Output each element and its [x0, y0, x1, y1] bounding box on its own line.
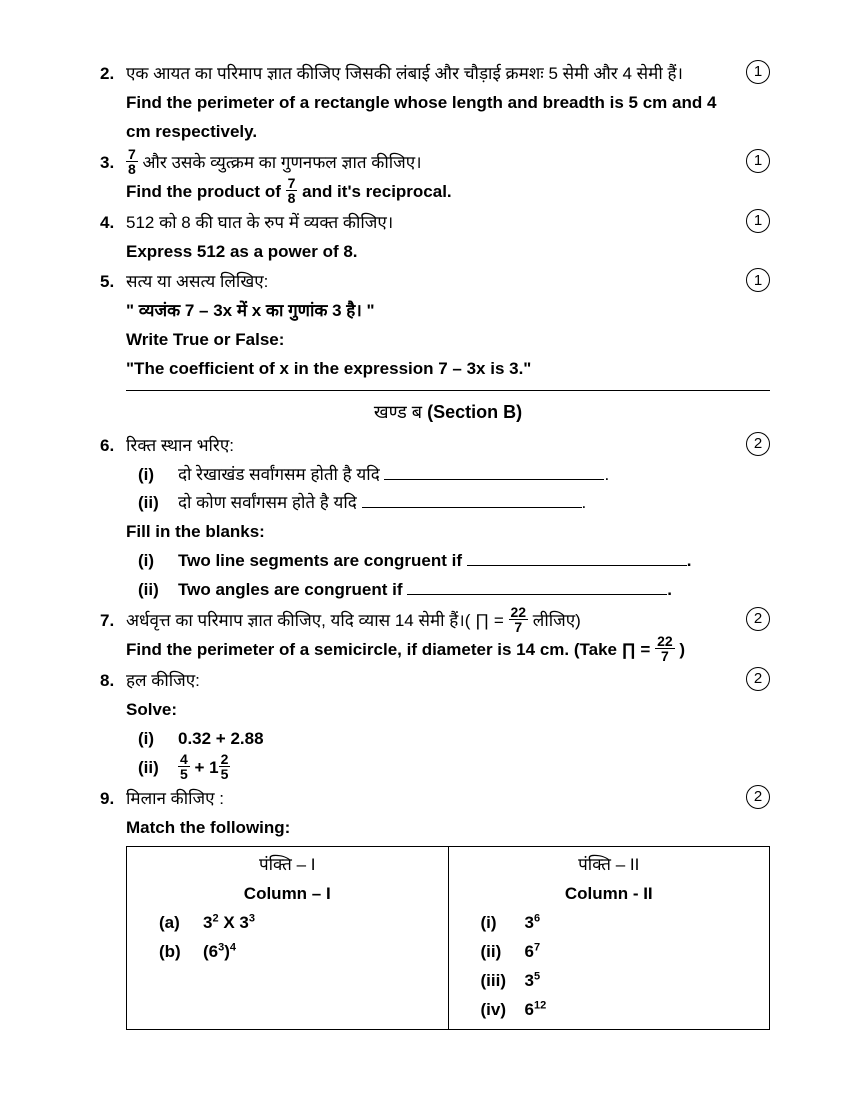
q2-hindi: एक आयत का परिमाप ज्ञात कीजिए जिसकी लंबाई… — [126, 60, 732, 89]
match-option-a: (a) 32 X 33 — [159, 909, 428, 938]
match-option-b: (b) (63)4 — [159, 938, 428, 967]
q5-hindi-b: " व्यजंक 7 – 3x में x का गुणांक 3 है। " — [126, 297, 732, 326]
question-5: 5. सत्य या असत्य लिखिए: " व्यजंक 7 – 3x … — [100, 268, 770, 384]
question-4: 4. 512 को 8 की घात के रुप में व्यक्त कीज… — [100, 209, 770, 267]
blank-line — [384, 462, 604, 480]
q9-english: Match the following: — [126, 814, 770, 843]
marks-badge: 1 — [746, 209, 770, 233]
marks-badge: 2 — [746, 432, 770, 456]
q8-hindi: हल कीजिए: — [126, 667, 732, 696]
question-body: अर्धवृत्त का परिमाप ज्ञात कीजिए, यदि व्य… — [126, 607, 770, 665]
marks-badge: 1 — [746, 60, 770, 84]
question-body: रिक्त स्थान भरिए: (i) दो रेखाखंड सर्वांग… — [126, 432, 770, 605]
fraction: 227 — [655, 634, 675, 663]
question-number: 6. — [100, 432, 126, 461]
question-body: 512 को 8 की घात के रुप में व्यक्त कीजिए।… — [126, 209, 770, 267]
match-table: पंक्ति – I Column – I (a) 32 X 33 (b) (6… — [126, 846, 770, 1029]
fraction: 78 — [286, 176, 298, 205]
blank-line — [407, 577, 667, 595]
q5-english-b: "The coefficient of x in the expression … — [126, 355, 732, 384]
question-6: 6. रिक्त स्थान भरिए: (i) दो रेखाखंड सर्व… — [100, 432, 770, 605]
question-9: 9. मिलान कीजिए : Match the following: पं… — [100, 785, 770, 1030]
exam-page: 2. एक आयत का परिमाप ज्ञात कीजिए जिसकी लं… — [0, 0, 850, 1092]
q6-english: Fill in the blanks: — [126, 518, 732, 547]
q3-english: Find the product of 78 and it's reciproc… — [126, 178, 732, 207]
q6-sub-ii-hindi: (ii) दो कोण सर्वांगसम होते है यदि . — [138, 489, 732, 518]
q5-english-a: Write True or False: — [126, 326, 732, 355]
q6-sub-i-hindi: (i) दो रेखाखंड सर्वांगसम होती है यदि . — [138, 461, 732, 490]
question-number: 2. — [100, 60, 126, 89]
q6-hindi: रिक्त स्थान भरिए: — [126, 432, 732, 461]
col1-header: पंक्ति – I Column – I — [147, 851, 428, 909]
marks-badge: 2 — [746, 667, 770, 691]
q8-english: Solve: — [126, 696, 732, 725]
fraction: 78 — [126, 147, 138, 176]
blank-line — [362, 490, 582, 508]
question-body: हल कीजिए: Solve: (i) 0.32 + 2.88 (ii) 45… — [126, 667, 770, 783]
q8-sub-ii: (ii) 45 + 125 — [138, 754, 732, 783]
question-body: सत्य या असत्य लिखिए: " व्यजंक 7 – 3x में… — [126, 268, 770, 384]
q3-hindi: 78 और उसके व्युत्क्रम का गुणनफल ज्ञात की… — [126, 149, 732, 178]
q4-english: Express 512 as a power of 8. — [126, 238, 732, 267]
question-3: 3. 78 और उसके व्युत्क्रम का गुणनफल ज्ञात… — [100, 149, 770, 207]
q7-english: Find the perimeter of a semicircle, if d… — [126, 636, 732, 665]
match-answer-iii: (iii) 35 — [481, 967, 750, 996]
match-answer-i: (i) 36 — [481, 909, 750, 938]
marks-badge: 1 — [746, 149, 770, 173]
q9-hindi: मिलान कीजिए : — [126, 785, 770, 814]
question-number: 7. — [100, 607, 126, 636]
blank-line — [467, 548, 687, 566]
question-8: 8. हल कीजिए: Solve: (i) 0.32 + 2.88 (ii)… — [100, 667, 770, 783]
match-answer-ii: (ii) 67 — [481, 938, 750, 967]
question-number: 3. — [100, 149, 126, 178]
q5-hindi-a: सत्य या असत्य लिखिए: — [126, 268, 732, 297]
question-body: मिलान कीजिए : Match the following: पंक्त… — [126, 785, 770, 1030]
q8-sub-i: (i) 0.32 + 2.88 — [138, 725, 732, 754]
question-body: 78 और उसके व्युत्क्रम का गुणनफल ज्ञात की… — [126, 149, 770, 207]
question-number: 8. — [100, 667, 126, 696]
fraction: 25 — [219, 752, 231, 781]
fraction: 45 — [178, 752, 190, 781]
question-body: एक आयत का परिमाप ज्ञात कीजिए जिसकी लंबाई… — [126, 60, 770, 147]
marks-badge: 2 — [746, 607, 770, 631]
question-number: 4. — [100, 209, 126, 238]
col2-header: पंक्ति – II Column - II — [469, 851, 750, 909]
q2-english: Find the perimeter of a rectangle whose … — [126, 89, 732, 147]
match-answer-iv: (iv) 612 — [481, 996, 750, 1025]
q4-hindi: 512 को 8 की घात के रुप में व्यक्त कीजिए। — [126, 209, 732, 238]
question-number: 5. — [100, 268, 126, 297]
question-7: 7. अर्धवृत्त का परिमाप ज्ञात कीजिए, यदि … — [100, 607, 770, 665]
q6-sub-i-english: (i) Two line segments are congruent if . — [138, 547, 732, 576]
question-number: 9. — [100, 785, 126, 814]
q6-sub-ii-english: (ii) Two angles are congruent if . — [138, 576, 732, 605]
question-2: 2. एक आयत का परिमाप ज्ञात कीजिए जिसकी लं… — [100, 60, 770, 147]
section-divider — [126, 390, 770, 391]
section-b-header: खण्ड ब (Section B) — [126, 397, 770, 428]
fraction: 227 — [509, 605, 529, 634]
q7-hindi: अर्धवृत्त का परिमाप ज्ञात कीजिए, यदि व्य… — [126, 607, 732, 636]
marks-badge: 2 — [746, 785, 770, 809]
